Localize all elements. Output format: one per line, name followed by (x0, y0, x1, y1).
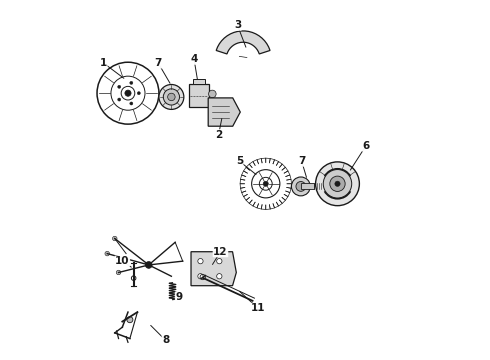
Circle shape (130, 81, 133, 85)
FancyBboxPatch shape (193, 79, 205, 85)
Text: 10: 10 (115, 256, 129, 266)
Polygon shape (191, 252, 236, 286)
Circle shape (146, 261, 152, 268)
Text: 11: 11 (251, 303, 266, 313)
Text: 12: 12 (213, 247, 228, 257)
Circle shape (335, 181, 340, 186)
Circle shape (163, 89, 179, 105)
Text: 8: 8 (162, 336, 170, 346)
Circle shape (217, 274, 222, 279)
Circle shape (125, 90, 131, 96)
Circle shape (316, 162, 359, 206)
Circle shape (263, 181, 269, 186)
Circle shape (296, 181, 306, 191)
FancyBboxPatch shape (189, 85, 209, 107)
Circle shape (323, 170, 352, 198)
Circle shape (118, 85, 121, 88)
Text: 7: 7 (154, 58, 162, 68)
Circle shape (209, 90, 216, 98)
Circle shape (105, 251, 109, 256)
Circle shape (116, 270, 121, 275)
Circle shape (217, 258, 222, 264)
Text: 6: 6 (362, 141, 369, 151)
Polygon shape (216, 31, 270, 54)
Circle shape (118, 98, 121, 101)
Circle shape (130, 102, 133, 105)
Circle shape (330, 176, 345, 192)
Circle shape (127, 317, 133, 323)
Text: 7: 7 (298, 156, 305, 166)
Text: 2: 2 (215, 130, 222, 140)
Text: 1: 1 (100, 58, 107, 68)
Circle shape (292, 177, 310, 196)
Circle shape (198, 258, 203, 264)
Text: 4: 4 (190, 54, 198, 64)
Polygon shape (208, 98, 240, 126)
Circle shape (137, 92, 140, 95)
FancyBboxPatch shape (301, 183, 314, 189)
Text: 9: 9 (175, 292, 182, 302)
Circle shape (159, 85, 184, 109)
Text: 5: 5 (236, 156, 243, 166)
Circle shape (198, 274, 203, 279)
Circle shape (113, 236, 117, 241)
Circle shape (168, 93, 175, 101)
Text: 3: 3 (234, 20, 241, 30)
